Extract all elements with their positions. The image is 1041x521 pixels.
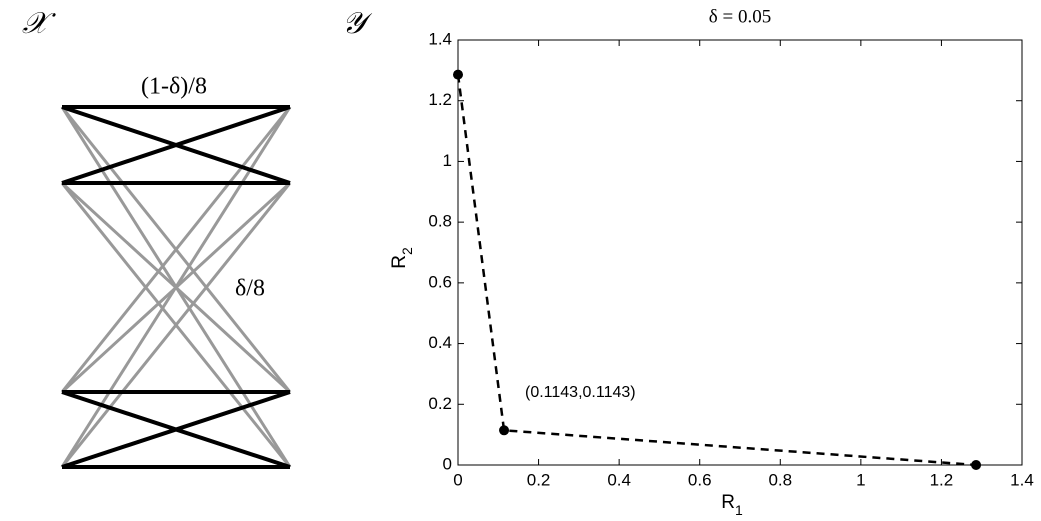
y-tick-label: 0.6 [428,272,452,291]
data-point [453,69,463,80]
plot-frame [457,39,1023,466]
x-tick-label: 1.4 [1010,470,1034,489]
y-tick-label: 1.2 [428,90,452,109]
x-tick-label: 0.6 [688,470,712,489]
cross-edge [60,106,292,393]
y-tick-label: 1.4 [428,29,452,48]
x-tick-label: 0.4 [607,470,631,489]
x-axis-label-sub: 1 [735,502,743,518]
y-axis-label: R2 [389,247,415,269]
data-point [499,425,510,436]
output-alphabet-label: 𝒴 [342,7,373,40]
channel-diagram [60,105,292,469]
y-tick-label: 0.2 [428,394,452,413]
x-axis-label: R1 [721,492,743,518]
cross-edge [60,182,292,468]
x-tick-label: 1 [856,470,865,489]
x-tick-label: 0.2 [527,470,551,489]
y-tick-label: 0.8 [428,212,452,231]
cross-edge [60,106,292,468]
main-edge [61,105,291,185]
x-tick-label: 0 [453,470,462,489]
y-tick-label: 0 [443,454,452,473]
annotation: (0.1143,0.1143) [525,384,636,401]
main-edge [61,390,291,469]
y-axis-label-main: R [389,255,410,269]
y-tick-label: 1 [443,151,452,170]
data-point [971,460,982,470]
input-alphabet-label: 𝒳 [22,7,56,40]
x-axis-label-main: R [721,492,735,513]
data-line [456,74,977,467]
edge-weight-label: δ/8 [235,276,265,302]
chart-title: δ = 0.05 [709,6,771,27]
y-tick-label: 0.4 [428,333,452,352]
x-tick-label: 1.2 [930,470,954,489]
x-tick-label: 0.8 [768,470,792,489]
edge-weight-label: (1-δ)/8 [141,74,207,100]
y-axis-label-sub: 2 [399,247,415,255]
